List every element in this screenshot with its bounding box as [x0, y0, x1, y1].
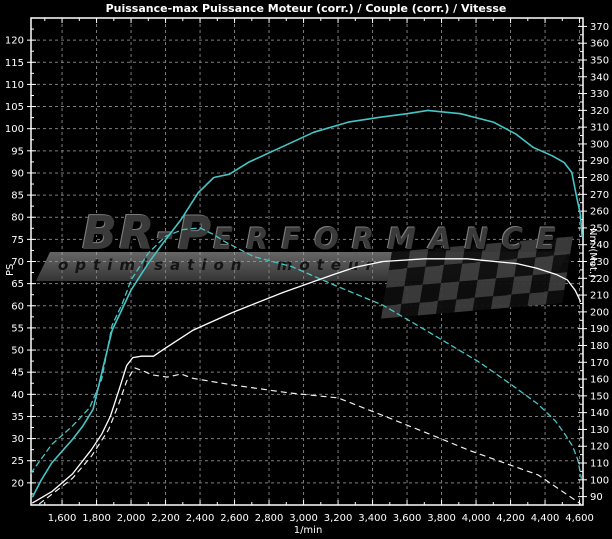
y-right-tick-label: 240	[590, 240, 609, 251]
x-tick-label: 3,400	[358, 513, 387, 524]
y-right-tick-label: 200	[590, 307, 609, 318]
y-left-tick-label: 90	[11, 168, 24, 179]
x-tick-label: 1,800	[82, 513, 111, 524]
couple-corr-solid-curve	[31, 109, 583, 498]
y-left-tick-label: 80	[11, 213, 24, 224]
puissance-corr-solid-curve	[32, 258, 582, 504]
x-tick-label: 3,800	[427, 513, 456, 524]
x-tick-label: 3,600	[393, 513, 422, 524]
y-left-tick-label: 60	[11, 301, 24, 312]
y-right-tick-label: 320	[590, 106, 609, 117]
y-left-tick-label: 25	[11, 456, 24, 467]
y-left-tick-label: 105	[5, 102, 24, 113]
y-left-tick-label: 110	[5, 80, 24, 91]
x-tick-label: 4,200	[496, 513, 525, 524]
couple-corr-dashed-curve	[30, 227, 582, 479]
y-right-tick-label: 370	[590, 22, 609, 33]
x-tick-label: 2,600	[220, 513, 249, 524]
x-tick-label: 2,800	[255, 513, 284, 524]
y-right-tick-label: 90	[590, 492, 603, 503]
y-right-tick-label: 140	[590, 408, 609, 419]
y-left-tick-label: 40	[11, 390, 24, 401]
y-left-tick-label: 50	[11, 346, 24, 357]
y-right-tick-label: 360	[590, 39, 609, 50]
y-right-tick-label: 180	[590, 341, 609, 352]
y-right-tick-label: 220	[590, 274, 609, 285]
y-right-tick-label: 280	[590, 173, 609, 184]
x-tick-label: 1,600	[48, 513, 77, 524]
x-tick-label: 3,200	[324, 513, 353, 524]
y-left-tick-label: 30	[11, 434, 24, 445]
x-tick-label: 3,000	[289, 513, 318, 524]
y-right-tick-label: 260	[590, 207, 609, 218]
x-tick-label: 2,400	[186, 513, 215, 524]
y-right-tick-label: 340	[590, 72, 609, 83]
x-tick-label: 4,400	[531, 513, 560, 524]
y-right-tick-label: 210	[590, 291, 609, 302]
y-right-tick-label: 170	[590, 358, 609, 369]
y-left-tick-label: 95	[11, 146, 24, 157]
y-right-tick-label: 350	[590, 55, 609, 66]
y-left-tick-label: 70	[11, 257, 24, 268]
x-tick-label: 2,000	[117, 513, 146, 524]
y-left-tick-label: 115	[5, 58, 24, 69]
y-left-tick-label: 35	[11, 412, 24, 423]
puissance-corr-dashed-curve	[39, 367, 581, 505]
x-axis-unit-label: 1/min	[293, 525, 323, 536]
y-right-tick-label: 130	[590, 425, 609, 436]
y-right-tick-label: 330	[590, 89, 609, 100]
y-left-tick-label: 55	[11, 323, 24, 334]
y-left-tick-label: 75	[11, 235, 24, 246]
y-right-tick-label: 310	[590, 123, 609, 134]
x-tick-label: 4,600	[565, 513, 594, 524]
y-right-tick-label: 190	[590, 324, 609, 335]
y-right-tick-label: 290	[590, 156, 609, 167]
y-left-tick-label: 85	[11, 191, 24, 202]
chart-title: Puissance-max Puissance Moteur (corr.) /…	[105, 2, 507, 15]
y-left-tick-label: 120	[5, 36, 24, 47]
y-right-tick-label: 300	[590, 139, 609, 150]
y-right-tick-label: 110	[590, 459, 609, 470]
y-right-tick-label: 120	[590, 442, 609, 453]
y-left-tick-label: 65	[11, 279, 24, 290]
y-right-tick-label: 270	[590, 190, 609, 201]
x-tick-label: 2,200	[151, 513, 180, 524]
y-right-tick-label: 100	[590, 475, 609, 486]
y-right-tick-label: 150	[590, 391, 609, 402]
y-left-tick-label: 100	[5, 124, 24, 135]
y-right-tick-label: 230	[590, 257, 609, 268]
x-tick-label: 4,000	[462, 513, 491, 524]
y-right-tick-label: 250	[590, 223, 609, 234]
y-right-tick-label: 160	[590, 375, 609, 386]
y-left-tick-label: 20	[11, 478, 24, 489]
y-left-tick-label: 45	[11, 368, 24, 379]
